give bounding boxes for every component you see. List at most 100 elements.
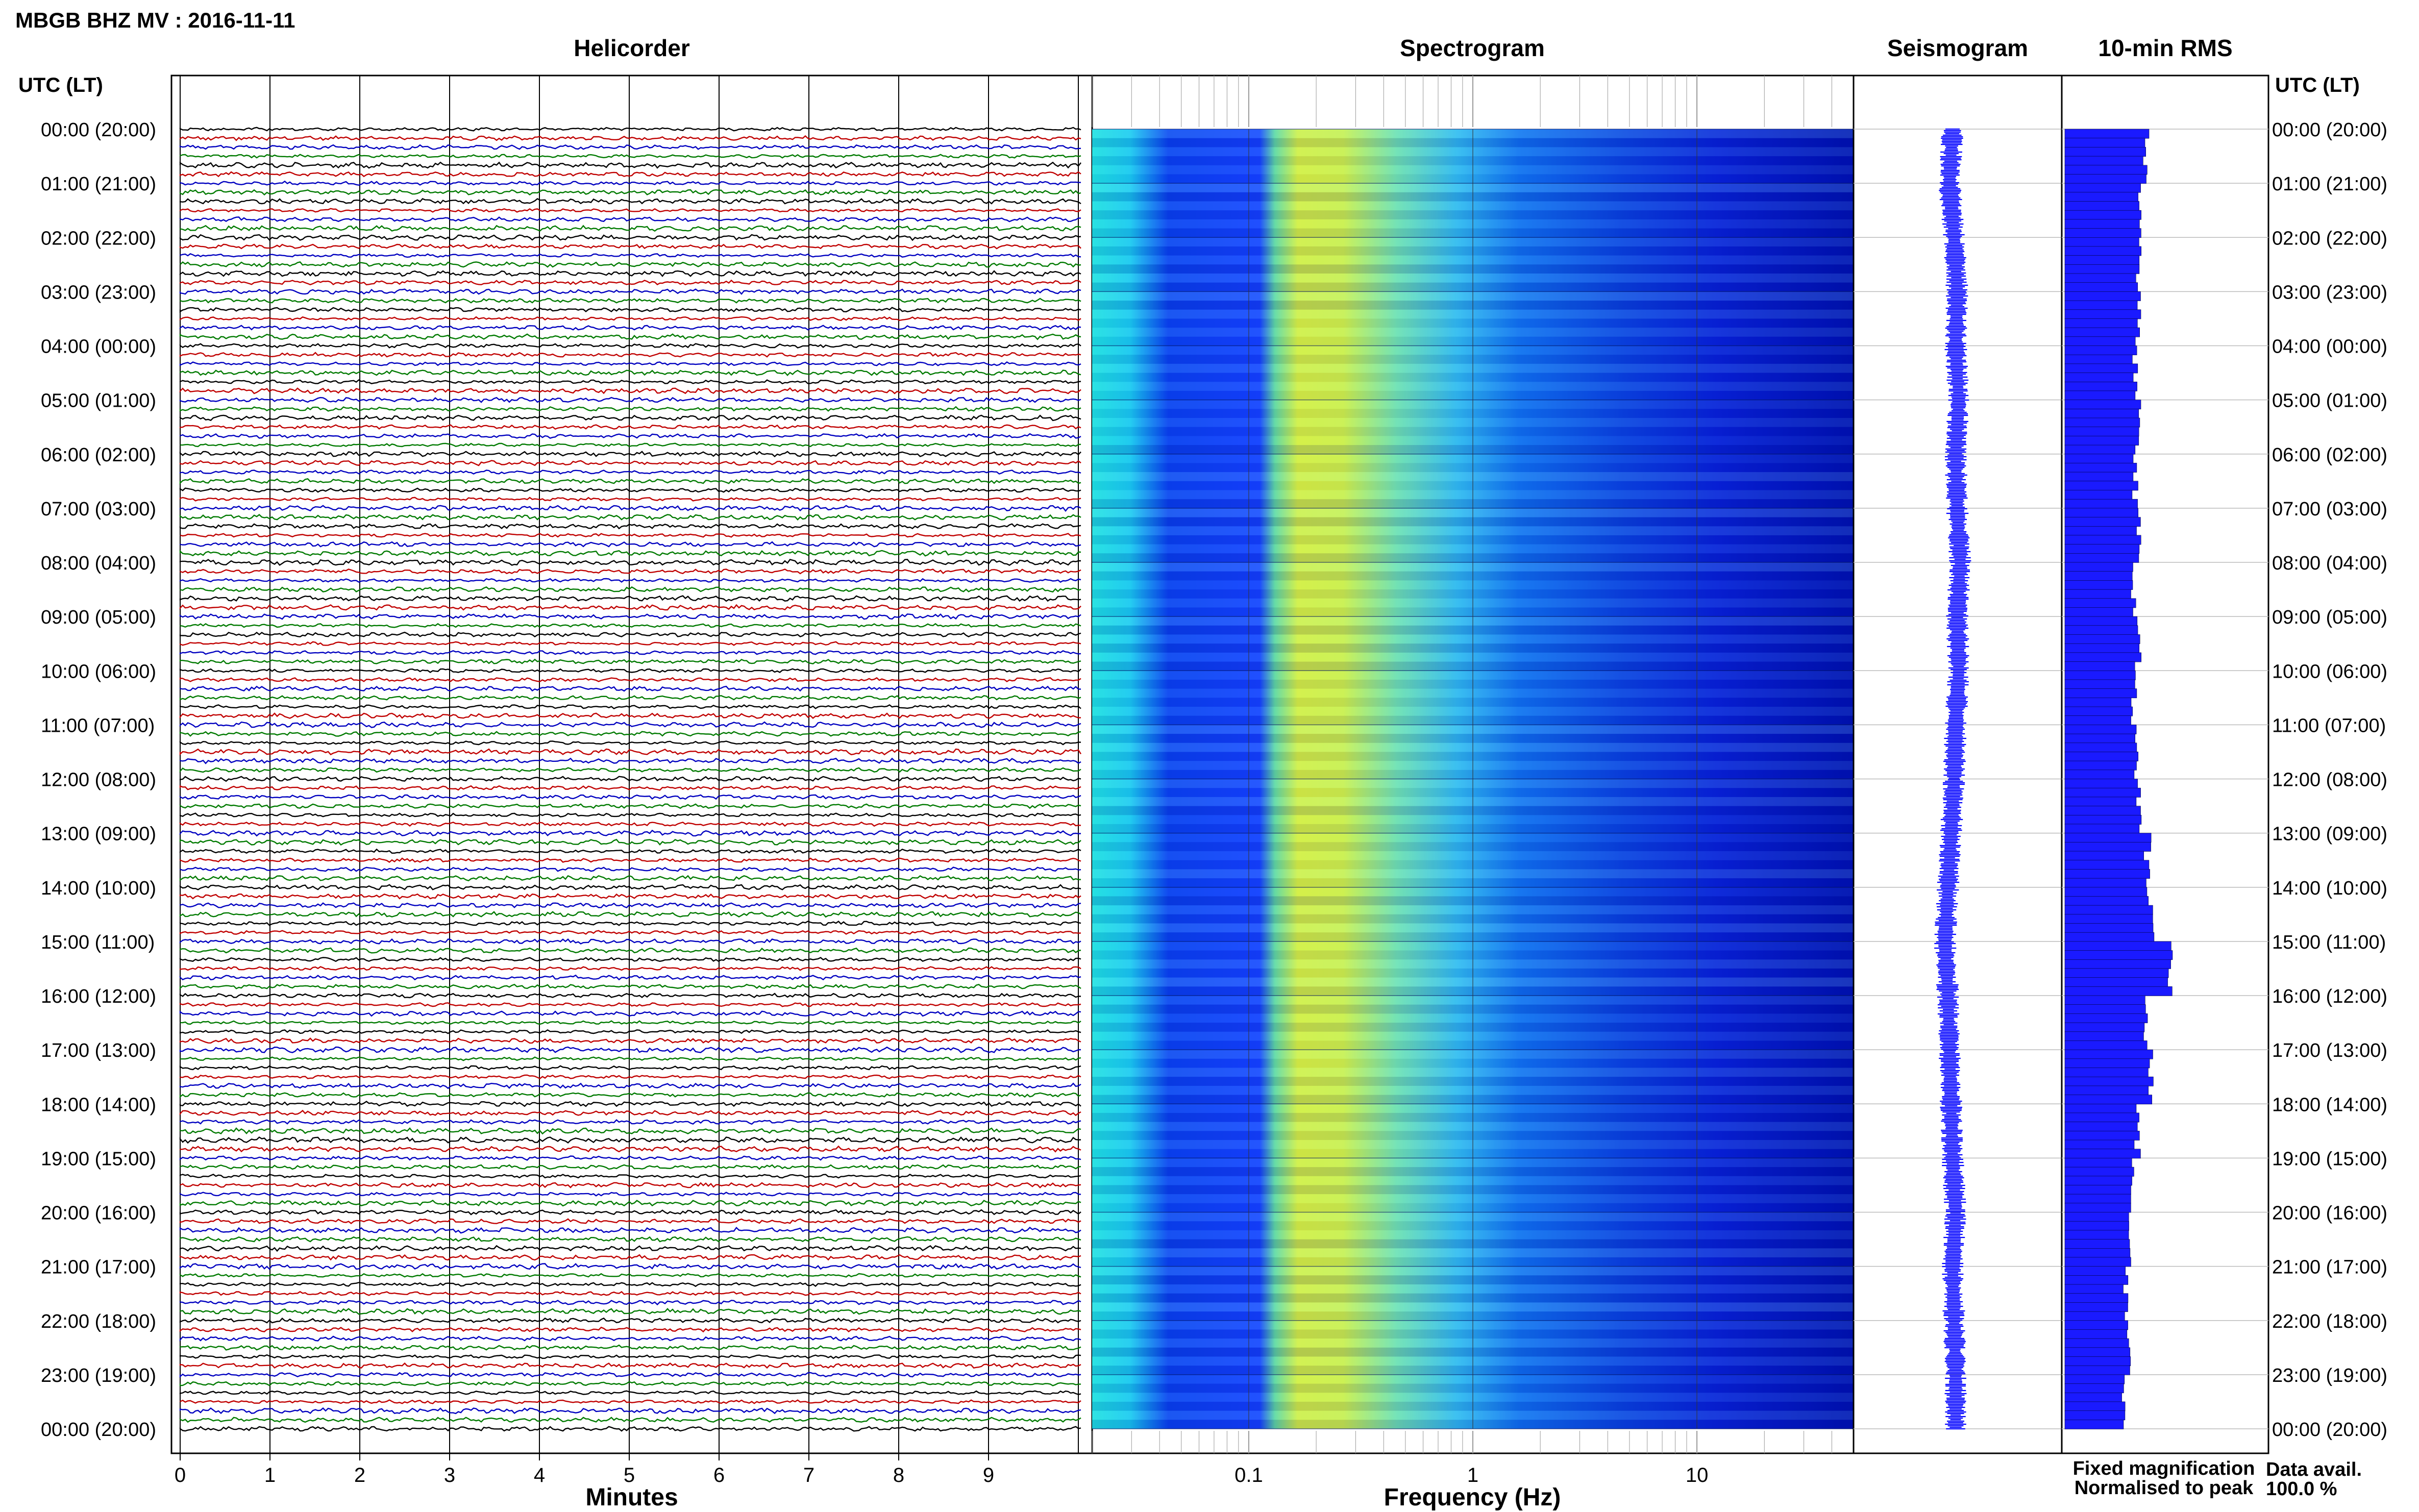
helicorder-trace: [179, 1127, 1081, 1135]
helicorder-trace: [179, 1002, 1081, 1007]
helicorder-trace: [179, 1273, 1081, 1278]
helicorder-trace: [179, 1082, 1081, 1089]
rms-bar: [2064, 400, 2141, 410]
helicorder-trace: [179, 171, 1081, 178]
rms-bar: [2064, 1068, 2149, 1078]
rms-bar: [2064, 444, 2136, 455]
hour-label-right: 03:00 (23:00): [2272, 282, 2387, 303]
rms-bar: [2064, 1401, 2126, 1411]
helicorder-trace: [179, 406, 1081, 412]
helicorder-trace: [179, 161, 1081, 169]
helicorder-trace: [179, 396, 1081, 403]
helicorder-trace: [179, 1426, 1081, 1432]
rms-bar: [2064, 698, 2132, 707]
helicorder-trace: [179, 966, 1081, 971]
rms-bar: [2064, 1194, 2131, 1204]
helicorder-trace: [179, 1109, 1081, 1117]
helicorder-trace: [179, 668, 1081, 674]
helicorder-trace: [179, 921, 1081, 926]
helicorder-trace: [179, 550, 1081, 557]
rms-bar: [2064, 896, 2149, 906]
helicorder-trace: [179, 685, 1081, 692]
rms-bar: [2064, 706, 2133, 716]
helicorder-trace: [179, 1381, 1081, 1386]
helicorder-trace: [179, 1209, 1081, 1216]
hour-label-right: 15:00 (11:00): [2272, 932, 2386, 953]
helicorder-x-tick-label: 8: [893, 1464, 904, 1486]
rms-bar: [2064, 1203, 2131, 1213]
figure-title: MBGB BHZ MV : 2016-11-11: [15, 8, 295, 32]
hour-label-right: 06:00 (02:00): [2272, 444, 2387, 466]
hour-label-right: 19:00 (15:00): [2272, 1148, 2387, 1170]
rms-bar: [2064, 1266, 2126, 1276]
helicorder-trace: [179, 127, 1081, 132]
spectrogram-x-label: Frequency (Hz): [1384, 1484, 1561, 1511]
hour-label-right: 07:00 (03:00): [2272, 499, 2387, 520]
rms-bar: [2064, 1311, 2125, 1321]
helicorder-trace: [179, 1092, 1081, 1098]
rms-bar: [2064, 643, 2139, 653]
rms-bar: [2064, 1257, 2131, 1267]
helicorder-trace: [179, 307, 1081, 313]
rms-bar: [2064, 499, 2138, 509]
rms-bar: [2064, 1293, 2129, 1303]
rms-bar: [2064, 1356, 2131, 1367]
rms-bar: [2064, 201, 2139, 211]
rms-bar: [2064, 1104, 2137, 1113]
rms-bar: [2064, 354, 2133, 364]
helicorder-x-tick-label: 0: [175, 1464, 186, 1486]
rms-panel: [2061, 75, 2269, 1454]
helicorder-trace: [179, 721, 1081, 728]
helicorder-trace: [179, 595, 1081, 602]
hour-label-left: 09:00 (05:00): [41, 607, 156, 628]
helicorder-trace: [179, 369, 1081, 377]
hour-label-left: 02:00 (22:00): [41, 228, 156, 249]
helicorder-trace: [179, 1390, 1081, 1395]
rms-bar: [2064, 373, 2134, 383]
rms-bar: [2064, 562, 2133, 572]
hour-label-left: 00:00 (20:00): [41, 1419, 156, 1441]
helicorder-trace: [179, 1119, 1081, 1125]
helicorder-trace: [179, 604, 1081, 611]
rms-bar: [2064, 408, 2139, 418]
hour-label-right: 08:00 (04:00): [2272, 553, 2387, 574]
helicorder-trace: [179, 352, 1081, 358]
rms-bar: [2064, 1221, 2129, 1231]
helicorder-trace: [179, 875, 1081, 882]
helicorder-trace: [179, 424, 1081, 430]
hour-label-right: 12:00 (08:00): [2272, 770, 2387, 791]
helicorder-trace: [179, 983, 1081, 990]
rms-bar: [2064, 1239, 2130, 1249]
helicorder-trace: [179, 144, 1081, 150]
helicorder-trace: [179, 821, 1081, 827]
rms-bar: [2064, 779, 2138, 789]
rms-bar: [2064, 490, 2133, 500]
helicorder-x-tick-label: 6: [713, 1464, 725, 1486]
rms-bar: [2064, 237, 2139, 247]
rms-bar: [2064, 671, 2136, 680]
helicorder-trace: [179, 568, 1081, 575]
helicorder-trace: [179, 613, 1081, 620]
rms-bar: [2064, 318, 2138, 328]
seismogram-panel: [1853, 75, 2063, 1454]
helicorder-trace: [179, 1173, 1081, 1179]
helicorder-trace: [179, 333, 1081, 340]
helicorder-trace: [179, 208, 1081, 213]
helicorder-x-tick-label: 9: [983, 1464, 994, 1486]
helicorder-trace: [179, 298, 1081, 304]
spectrogram-x-tick-label: 10: [1686, 1464, 1709, 1486]
helicorder-trace: [179, 325, 1081, 331]
rms-bar: [2064, 1031, 2144, 1042]
rms-bar: [2064, 1185, 2131, 1195]
hour-label-left: 08:00 (04:00): [41, 553, 156, 574]
rms-bar: [2064, 264, 2140, 274]
panel-title-3: Seismogram: [1887, 35, 2028, 61]
rms-bar: [2064, 138, 2145, 148]
helicorder-trace: [179, 1326, 1081, 1333]
helicorder-trace: [179, 1037, 1081, 1044]
helicorder-trace: [179, 1065, 1081, 1071]
helicorder-trace: [179, 712, 1081, 720]
helicorder-trace: [179, 1317, 1081, 1324]
rms-bar: [2064, 1410, 2126, 1421]
